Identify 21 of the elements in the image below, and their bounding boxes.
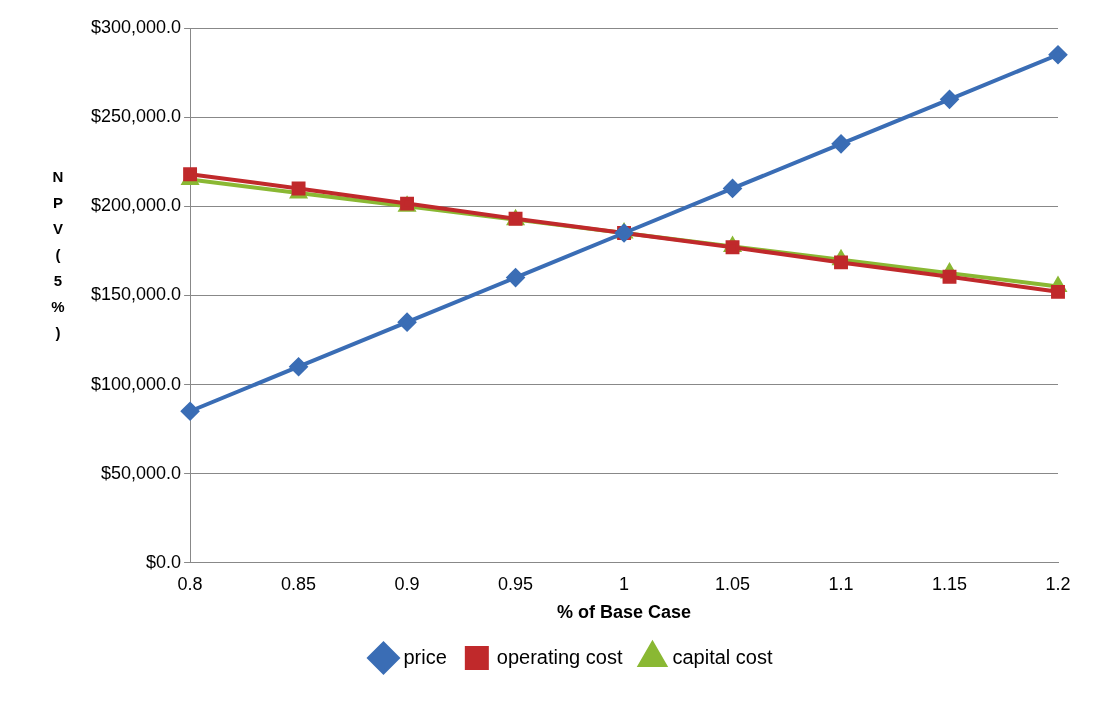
- x-tick-label: 1.1: [828, 573, 854, 594]
- x-axis-title: % of Base Case: [557, 602, 692, 623]
- y-tick-label: $100,000.0: [90, 373, 182, 394]
- x-tick-label: 1.15: [931, 573, 968, 594]
- x-tick-label: 0.95: [498, 573, 534, 594]
- x-tick-label: 1.05: [715, 573, 751, 594]
- y-tick-label: $300,000.0: [90, 16, 182, 37]
- legend-label: price: [403, 645, 447, 668]
- x-tick-label: 0.8: [177, 573, 203, 594]
- legend-label: capital cost: [672, 645, 773, 668]
- x-tick-label: 1.2: [1045, 573, 1071, 594]
- x-tick-label: 0.9: [394, 573, 420, 594]
- y-tick-label: $50,000.0: [101, 462, 182, 483]
- x-tick-label: 0.85: [281, 573, 317, 594]
- y-tick-label: $250,000.0: [90, 106, 182, 127]
- legend-label: operating cost: [496, 645, 623, 668]
- y-tick-label: $150,000.0: [90, 284, 182, 305]
- x-tick-label: 1: [619, 573, 630, 594]
- y-tick-label: $0.0: [146, 551, 182, 572]
- y-axis-title: NPV (5%): [51, 167, 65, 341]
- y-tick-label: $200,000.0: [90, 195, 182, 216]
